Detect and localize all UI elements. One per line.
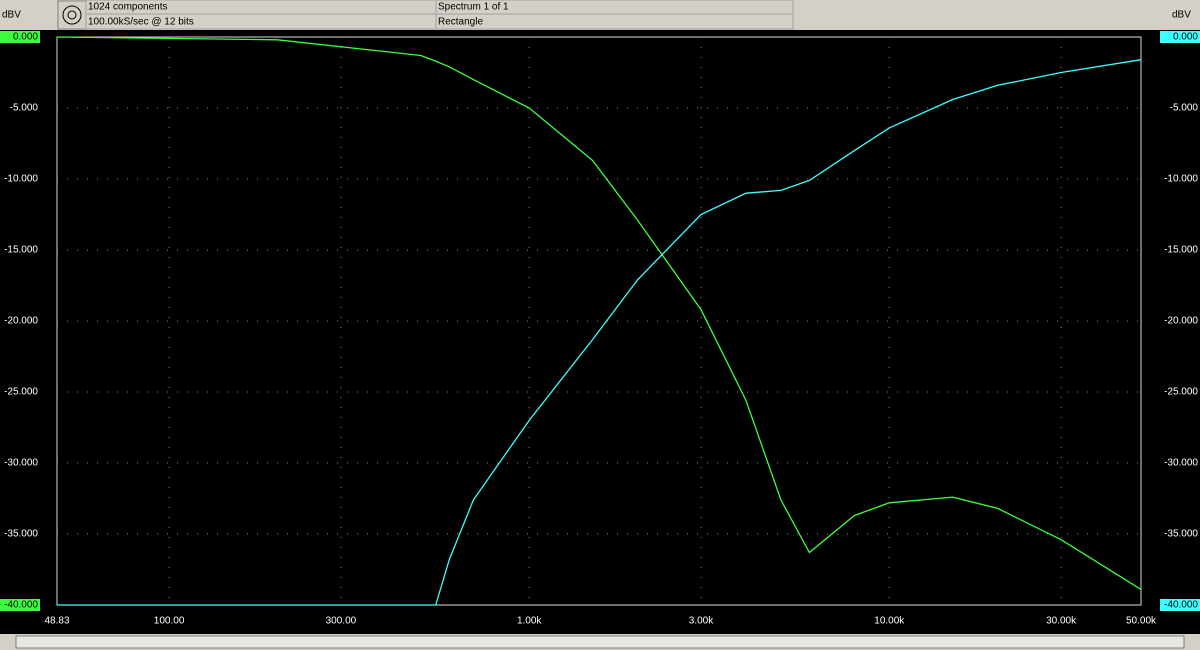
x-tick-label: 1.00k bbox=[517, 616, 542, 627]
window-type: Rectangle bbox=[438, 17, 483, 28]
trace bbox=[56, 36, 1142, 590]
x-tick-label: 10.00k bbox=[874, 616, 905, 627]
y-tick-label: -10.000 bbox=[4, 174, 38, 185]
y-tick-label: -40.000 bbox=[1164, 600, 1198, 611]
y-tick-label: -30.000 bbox=[4, 458, 38, 469]
scroll-thumb[interactable] bbox=[15, 635, 1185, 649]
y-tick-highlight bbox=[1160, 599, 1200, 611]
y-tick-label: -20.000 bbox=[4, 316, 38, 327]
y-tick-label: -25.000 bbox=[4, 387, 38, 398]
y-label: dBV bbox=[1172, 10, 1191, 21]
y-tick-label: -35.000 bbox=[1164, 529, 1198, 540]
y-tick-label: -20.000 bbox=[1164, 316, 1198, 327]
info-box bbox=[435, 13, 794, 30]
y-label: dBV bbox=[2, 10, 21, 21]
y-tick-label: 0.000 bbox=[13, 32, 38, 43]
y-tick-label: -15.000 bbox=[4, 245, 38, 256]
y-tick-label: -35.000 bbox=[4, 529, 38, 540]
y-tick-highlight bbox=[0, 599, 40, 611]
sampling: 100.00kS/sec @ 12 bits bbox=[88, 17, 194, 28]
y-tick-label: -5.000 bbox=[1170, 103, 1199, 114]
y-tick-label: -15.000 bbox=[1164, 245, 1198, 256]
x-tick-label: 48.83 bbox=[44, 616, 69, 627]
x-tick-label: 300.00 bbox=[326, 616, 357, 627]
components: 1024 components bbox=[88, 2, 168, 13]
y-tick-highlight bbox=[0, 31, 40, 43]
icon bbox=[67, 10, 77, 20]
y-tick-label: -30.000 bbox=[1164, 458, 1198, 469]
icon-button[interactable] bbox=[57, 0, 87, 30]
x-tick-label: 30.00k bbox=[1046, 616, 1077, 627]
x-tick-label: 3.00k bbox=[689, 616, 714, 627]
y-tick-highlight bbox=[1160, 31, 1200, 43]
y-tick-label: -25.000 bbox=[1164, 387, 1198, 398]
y-tick-label: -5.000 bbox=[10, 103, 39, 114]
y-tick-label: -10.000 bbox=[1164, 174, 1198, 185]
x-tick-label: 100.00 bbox=[154, 616, 185, 627]
y-tick-label: -40.000 bbox=[4, 600, 38, 611]
x-tick-label: 50.00k bbox=[1126, 616, 1157, 627]
spectrum: Spectrum 1 of 1 bbox=[438, 2, 509, 13]
y-tick-label: 0.000 bbox=[1173, 32, 1198, 43]
trace bbox=[57, 59, 1142, 606]
icon bbox=[62, 5, 82, 25]
